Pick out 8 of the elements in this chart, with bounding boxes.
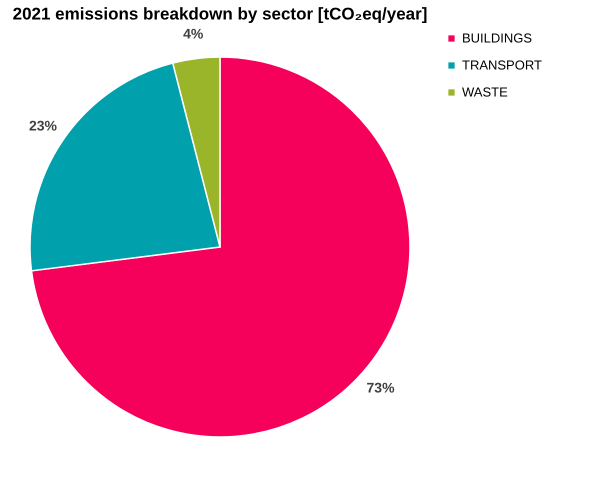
legend-label: WASTE <box>462 84 508 100</box>
pie-slice <box>30 56 411 438</box>
data-label: 4% <box>183 26 204 42</box>
chart-title: 2021 emissions breakdown by sector [tCO₂eq/year] <box>12 4 428 24</box>
data-label: 73% <box>366 380 396 396</box>
data-label: 23% <box>28 118 58 134</box>
legend-label: BUILDINGS <box>462 30 532 46</box>
legend-label: TRANSPORT <box>462 58 542 72</box>
